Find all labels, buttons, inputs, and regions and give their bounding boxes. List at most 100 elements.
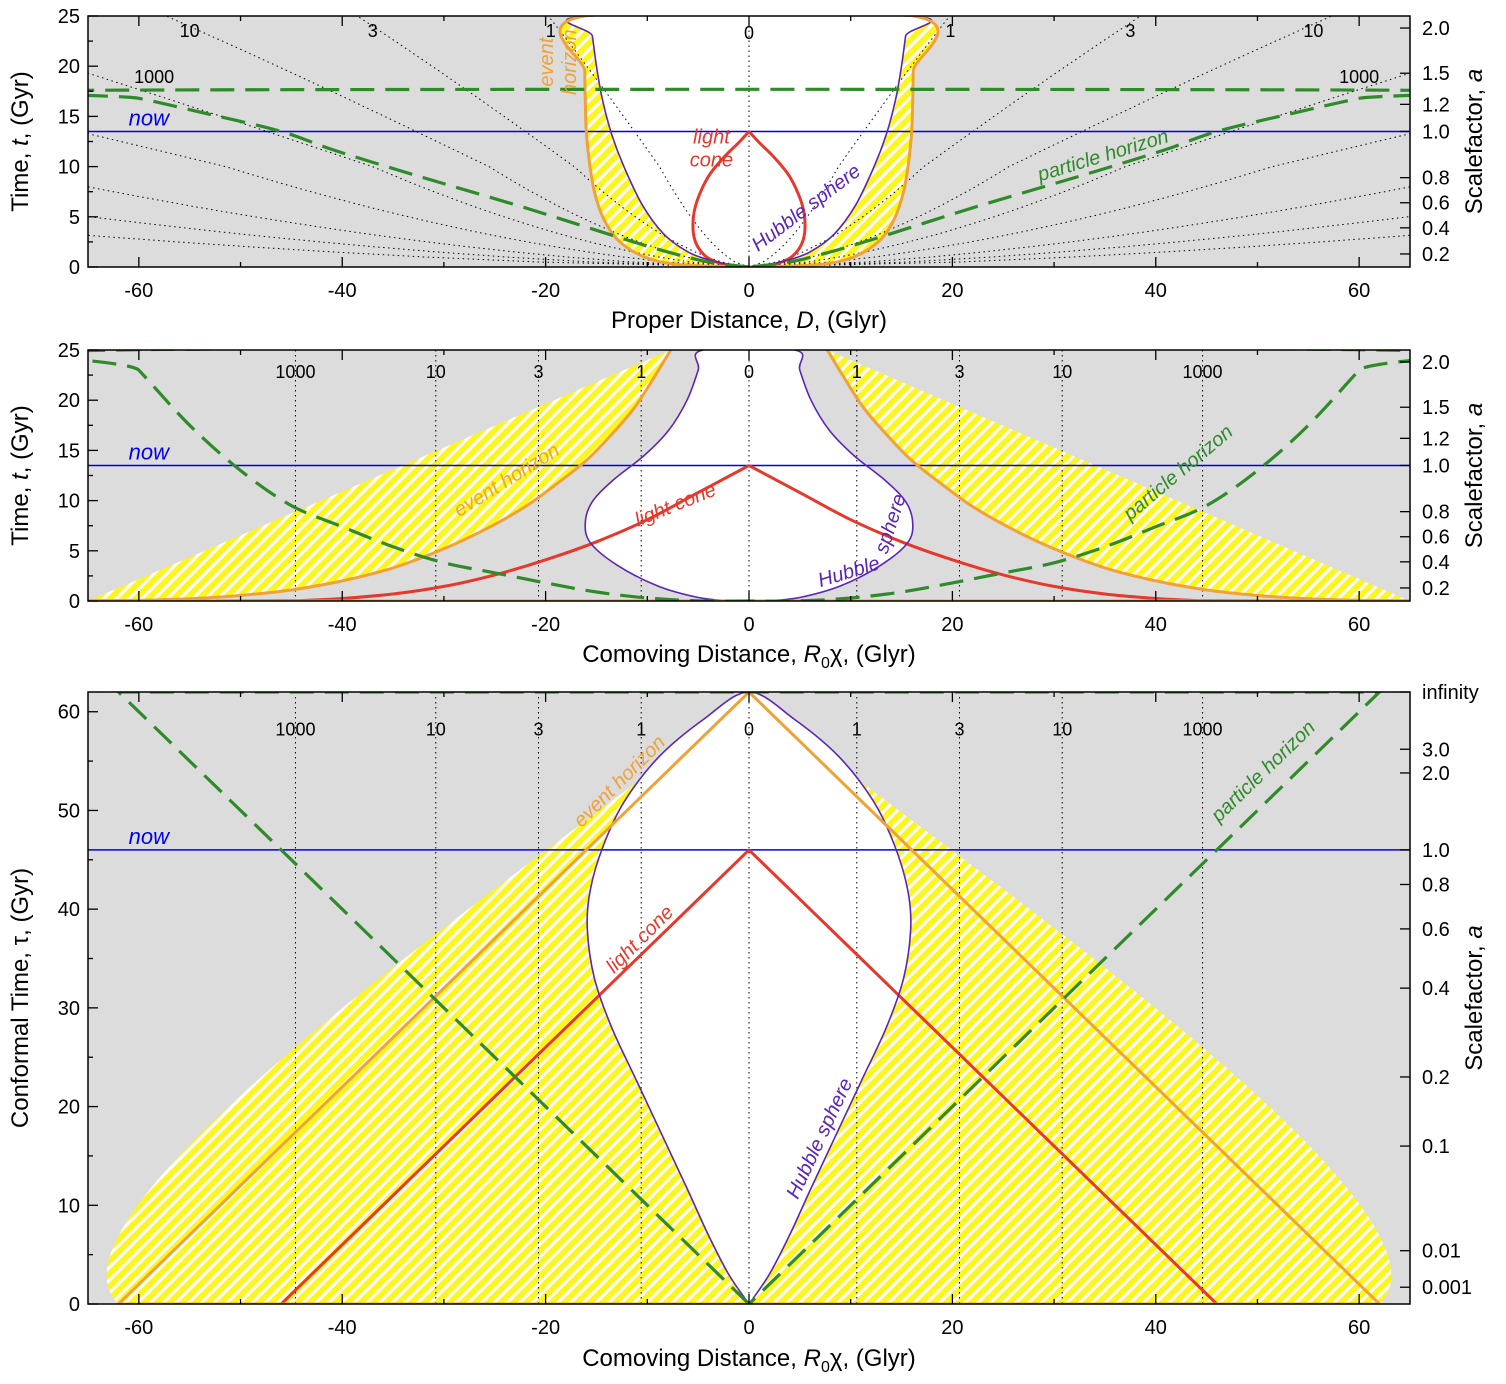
y-tick-label: 50 xyxy=(58,800,80,822)
worldline-label-1: 1 xyxy=(636,362,646,382)
y-axis: 0 5 10 15 20 25 xyxy=(58,340,98,613)
x-tick-label: 0 xyxy=(743,1317,754,1339)
plot-area-proper xyxy=(88,16,1410,267)
x-tick-label: 0 xyxy=(743,614,754,636)
y-tick-label: 20 xyxy=(58,390,80,412)
scalefactor-tick-label: 0.2 xyxy=(1422,1067,1450,1089)
x-tick-label: 20 xyxy=(941,1317,963,1339)
x-tick-label: 60 xyxy=(1348,614,1370,636)
event-horizon-region xyxy=(88,350,1410,601)
x-tick-label: -20 xyxy=(531,1317,560,1339)
event-horizon-line xyxy=(88,350,1410,601)
worldline-label-1000: 1000 xyxy=(1183,720,1223,740)
y-tick-label: 20 xyxy=(58,56,80,78)
x-tick-label: 0 xyxy=(743,280,754,302)
y-tick-label: 15 xyxy=(58,106,80,128)
y-tick-label: 0 xyxy=(69,1294,80,1316)
worldline-label-1: 1 xyxy=(546,21,556,41)
x-axis-title: Comoving Distance, R0χ, (Glyr) xyxy=(582,641,916,672)
scalefactor-tick-label: 3.0 xyxy=(1422,739,1450,761)
worldline-label-1000: 1000 xyxy=(1183,362,1223,382)
comoving-gridlines xyxy=(294,350,1204,601)
worldline-label-10: 10 xyxy=(1052,720,1072,740)
hubble-sphere-line xyxy=(565,16,933,267)
worldline-label-1: 1 xyxy=(852,362,862,382)
scalefactor-tick-label: 1.5 xyxy=(1422,397,1450,419)
worldline-label-3: 3 xyxy=(954,362,964,382)
scalefactor-axis: 0.2 0.4 0.6 0.8 1.0 1.2 1.5 2.0 xyxy=(1400,18,1450,266)
scalefactor-tick-label: 1.0 xyxy=(1422,121,1450,143)
scalefactor-tick-label: 2.0 xyxy=(1422,18,1450,40)
y-axis-title: Time, t, (Gyr) xyxy=(7,71,34,211)
scalefactor-tick-label: 0.8 xyxy=(1422,168,1450,190)
worldline-label-1000: 1000 xyxy=(134,67,174,87)
hubble-sphere-line xyxy=(586,692,912,1304)
y-tick-label: 25 xyxy=(58,6,80,28)
scalefactor-axis-title: Scalefactor, a xyxy=(1461,403,1488,548)
scalefactor-axis: 0.001 0.01 0.1 0.2 0.4 0.6 0.8 1.0 2.03.0 infinit… xyxy=(1400,682,1479,1299)
particle-horizon-line xyxy=(116,692,1382,1304)
x-axis-title: Comoving Distance, R0χ, (Glyr) xyxy=(582,1345,916,1376)
worldline-label-3: 3 xyxy=(954,720,964,740)
x-axis-title: Proper Distance, D, (Glyr) xyxy=(611,307,887,334)
scalefactor-tick-label: 0.2 xyxy=(1422,244,1450,266)
event-horizon-line xyxy=(558,16,940,267)
scalefactor-axis-title: Scalefactor, a xyxy=(1461,925,1488,1070)
worldline-label-10: 10 xyxy=(426,720,446,740)
panel-conformal: -60 -40 -20 0 20 40 6001020304050600.0010.010.… xyxy=(7,682,1488,1376)
worldline-label-3: 3 xyxy=(1125,21,1135,41)
y-tick-label: 40 xyxy=(58,899,80,921)
x-tick-label: 20 xyxy=(941,614,963,636)
scalefactor-tick-label: 0.4 xyxy=(1422,978,1450,1000)
particle-horizon-line xyxy=(88,87,1410,267)
worldline xyxy=(748,16,1333,267)
x-tick-label: 60 xyxy=(1348,1317,1370,1339)
scalefactor-tick-label: 2.0 xyxy=(1422,352,1450,374)
worldline xyxy=(748,72,1410,267)
worldline xyxy=(165,16,750,267)
worldline-label-1: 1 xyxy=(852,720,862,740)
plot-area-comoving xyxy=(88,350,1410,601)
x-tick-label: -40 xyxy=(328,1317,357,1339)
scalefactor-tick-label: 2.0 xyxy=(1422,763,1450,785)
scalefactor-tick-label: 1.0 xyxy=(1422,455,1450,477)
scalefactor-tick-label: 0.001 xyxy=(1422,1277,1472,1299)
y-tick-label: 0 xyxy=(69,257,80,279)
x-tick-label: -20 xyxy=(531,280,560,302)
event-horizon-label: eventhorizon xyxy=(536,29,581,95)
x-tick-label: 40 xyxy=(1145,1317,1167,1339)
scalefactor-axis: 0.2 0.4 0.6 0.8 1.0 1.2 1.5 2.0 xyxy=(1400,352,1450,600)
x-axis: -60 -40 -20 0 20 40 60 xyxy=(124,350,1370,636)
x-tick-label: 20 xyxy=(941,280,963,302)
y-tick-label: 10 xyxy=(58,491,80,513)
panel-proper: -60 -40 -20 0 20 40 6005101520250.20.40.60.81.… xyxy=(7,6,1488,334)
x-axis: -60 -40 -20 0 20 40 60 xyxy=(124,16,1370,302)
panel-comoving: -60 -40 -20 0 20 40 6005101520250.20.40.60.81.… xyxy=(7,340,1488,672)
scalefactor-tick-label: 0.6 xyxy=(1422,919,1450,941)
y-tick-label: 60 xyxy=(58,702,80,724)
scalefactor-tick-label: 0.2 xyxy=(1422,578,1450,600)
worldline-label-10: 10 xyxy=(426,362,446,382)
particle-horizon-line xyxy=(88,350,1410,601)
y-axis: 0 5 10 15 20 25 xyxy=(58,6,98,279)
worldline-label-3: 3 xyxy=(533,362,543,382)
y-tick-label: 15 xyxy=(58,440,80,462)
scalefactor-tick-label: 0.1 xyxy=(1422,1136,1450,1158)
x-tick-label: -40 xyxy=(328,280,357,302)
worldline-label-3: 3 xyxy=(533,720,543,740)
scalefactor-tick-label: 0.8 xyxy=(1422,874,1450,896)
worldline-label-1000: 1000 xyxy=(1339,67,1379,87)
worldline-label-1000: 1000 xyxy=(275,720,315,740)
plot-area-conformal xyxy=(88,692,1410,1304)
worldline-label-10: 10 xyxy=(180,21,200,41)
now-label: now xyxy=(129,824,171,849)
scalefactor-tick-label: 0.4 xyxy=(1422,552,1450,574)
x-tick-label: 40 xyxy=(1145,280,1167,302)
y-tick-label: 5 xyxy=(69,541,80,563)
scalefactor-tick-label: 1.2 xyxy=(1422,428,1450,450)
y-tick-label: 30 xyxy=(58,998,80,1020)
y-axis-title: Time, t, (Gyr) xyxy=(7,405,34,545)
worldline xyxy=(748,216,1410,267)
